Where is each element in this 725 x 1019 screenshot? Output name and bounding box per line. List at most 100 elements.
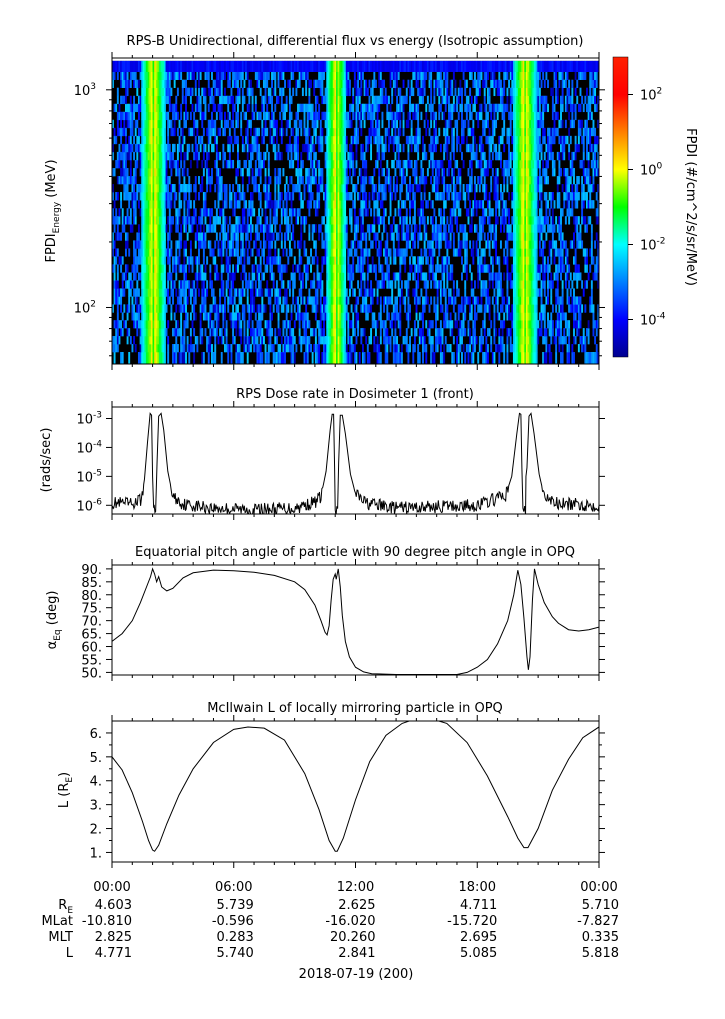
heatmap-cell [545,176,548,185]
heatmap-cell [595,264,598,273]
heatmap-cell [550,328,553,337]
heatmap-cell [376,248,379,257]
heatmap-cell [379,351,382,364]
heatmap-cell [133,248,136,257]
heatmap-cell [305,336,308,345]
heatmap-cell [456,320,459,329]
heatmap-cell [586,151,588,161]
heatmap-cell [124,168,127,177]
heatmap-cell [553,200,556,209]
heatmap-cell [347,272,350,281]
heatmap-cell [350,248,353,257]
heatmap-cell [464,328,467,337]
heatmap-cell [561,296,564,305]
heatmap-cell [264,216,267,225]
heatmap-cell [581,240,584,249]
heatmap-cell [198,232,200,241]
heatmap-cell [204,200,207,209]
heatmap-cell [568,200,571,209]
heatmap-cell [170,159,173,169]
heatmap-cell [293,280,296,289]
heatmap-cell [193,151,196,161]
heatmap-cell [214,264,217,273]
heatmap-cell [394,296,397,305]
heatmap-cell [209,240,212,249]
heatmap-cell [279,168,282,177]
heatmap-cell [224,240,226,249]
heatmap-cell [219,328,222,337]
heatmap-cell [402,200,405,209]
heatmap-cell [555,248,558,257]
heatmap-cell [571,200,574,209]
heatmap-cell [446,280,449,289]
heatmap-cell [409,336,411,345]
heatmap-cell [444,143,447,153]
heatmap-cell [175,336,178,345]
heatmap-cell [113,216,116,225]
heatmap-cell [486,328,489,337]
heatmap-cell [329,135,332,145]
heatmap-cell [521,248,523,257]
heatmap-cell [214,328,217,337]
heatmap-cell [152,200,155,209]
heatmap-cell [141,280,144,289]
heatmap-cell [232,304,235,313]
heatmap-cell [577,232,580,241]
heatmap-cell [282,200,285,209]
heatmap-cell [186,200,189,209]
heatmap-cell [225,256,228,265]
heatmap-cell [329,320,332,329]
heatmap-cell [514,184,517,193]
heatmap-cell [308,200,311,209]
heatmap-cell [407,351,410,364]
heatmap-cell [246,344,249,353]
heatmap-cell [146,296,149,305]
heatmap-cell [370,328,373,337]
heatmap-cell [470,280,473,289]
heatmap-cell [152,288,155,297]
heatmap-cell [392,143,395,153]
heatmap-cell [129,168,132,177]
heatmap-cell [509,280,512,289]
heatmap-cell [566,272,569,281]
heatmap-cell [597,216,599,225]
heatmap-cell [438,328,441,337]
heatmap-cell [308,296,311,305]
heatmap-cell [267,328,270,337]
heatmap-cell [198,288,200,297]
heatmap-cell [154,184,157,193]
heatmap-cell [211,320,213,329]
heatmap-cell [321,336,324,345]
heatmap-cell [217,168,220,177]
heatmap-cell [298,304,301,313]
heatmap-cells [112,60,599,364]
heatmap-cell [516,288,519,297]
heatmap-cell [368,264,371,273]
heatmap-cell [474,192,476,201]
heatmap-cell [170,288,173,297]
heatmap-cell [147,336,150,345]
heatmap-cell [371,224,374,233]
heatmap-cell [345,135,348,145]
heatmap-cell [155,192,158,201]
heatmap-cell [496,296,499,305]
heatmap-cell [339,280,342,289]
heatmap-cell [532,336,535,345]
heatmap-cell [503,208,506,217]
heatmap-cell [499,192,502,201]
heatmap-cell [584,192,587,201]
heatmap-cell [543,312,546,321]
heatmap-cell [592,143,595,153]
heatmap-cell [326,184,329,193]
heatmap-cell [407,344,410,353]
heatmap-cell [204,264,207,273]
heatmap-cell [301,200,304,209]
heatmap-cell [477,232,480,241]
heatmap-cell [592,151,595,161]
heatmap-cell [532,216,535,225]
heatmap-cell [211,288,213,297]
heatmap-cell [400,248,403,257]
heatmap-cell [516,200,519,209]
heatmap-cell [573,256,575,265]
heatmap-cell [538,208,541,217]
